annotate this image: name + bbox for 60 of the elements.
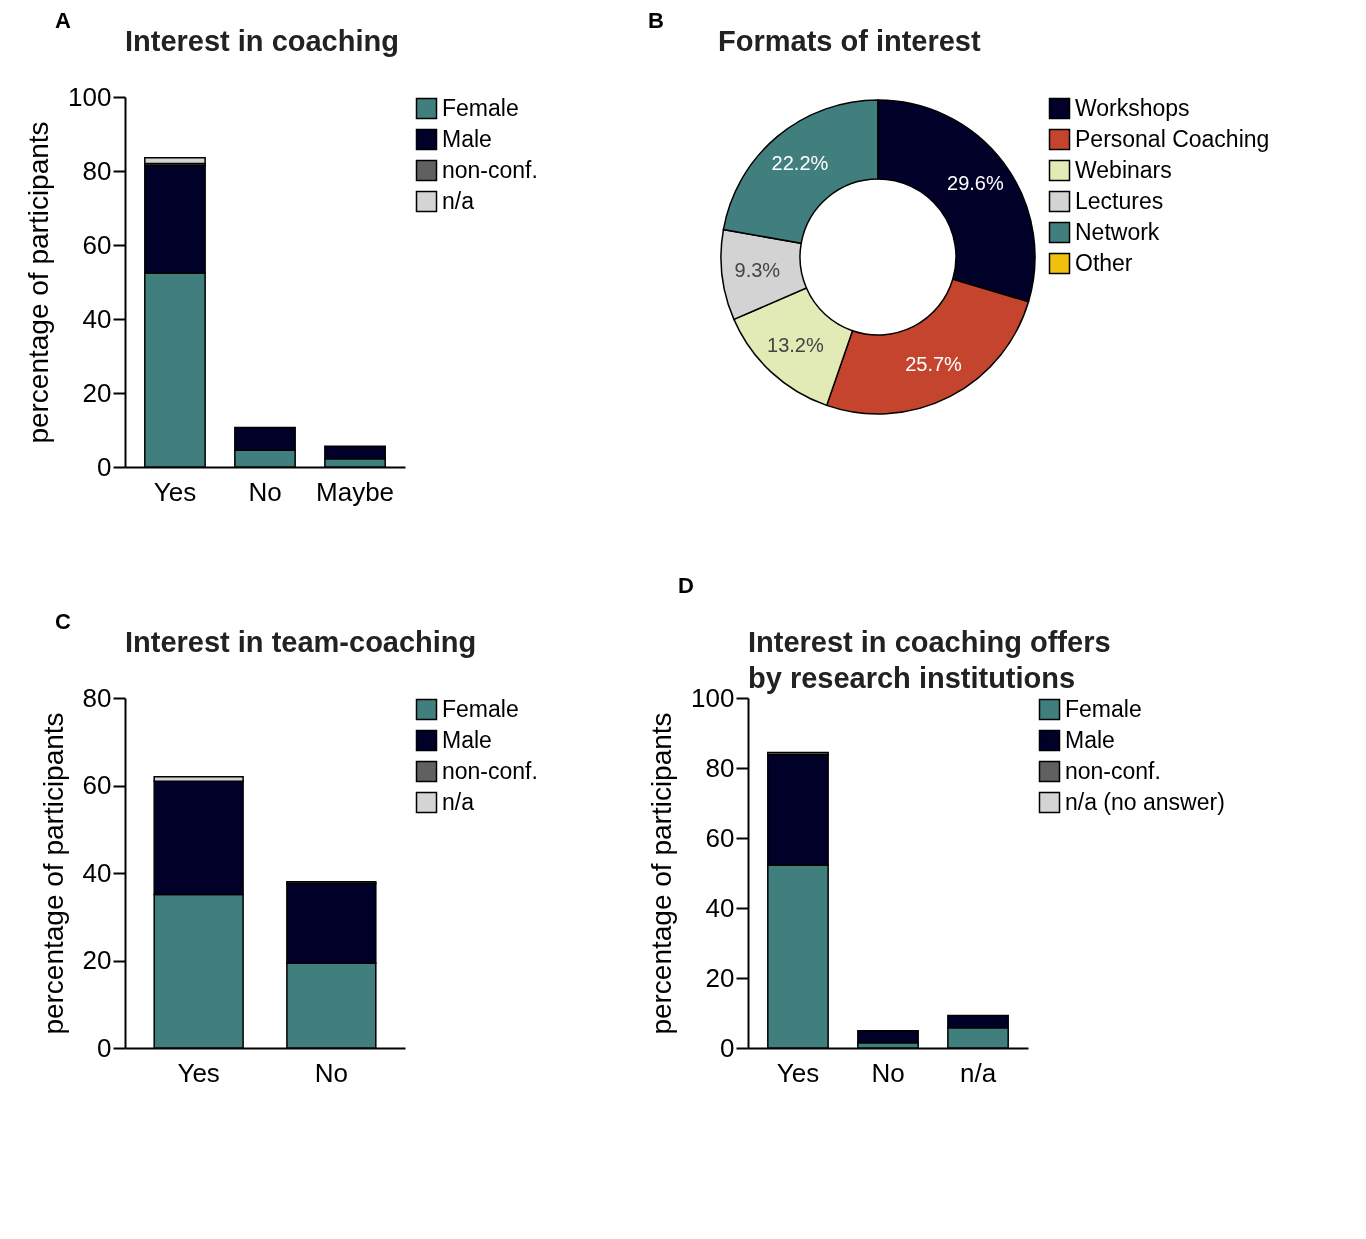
text: B: [648, 8, 664, 33]
legend-label: Male: [1065, 726, 1115, 753]
legend-label: n/a: [442, 788, 475, 815]
text: A: [55, 8, 71, 33]
y-tick-label: 20: [82, 945, 112, 975]
legend-label: n/a (no answer): [1065, 788, 1225, 815]
legend-label: Other: [1075, 249, 1133, 276]
y-tick-label: 60: [82, 229, 112, 260]
y-axis-title: percentage of participants: [37, 712, 69, 1035]
x-tick-label: Yes: [776, 1057, 820, 1088]
y-axis-title: percentage of participants: [646, 712, 678, 1035]
legend-label: Network: [1075, 218, 1160, 245]
legend-label: Lectures: [1075, 187, 1164, 214]
y-tick-label: 80: [82, 682, 112, 713]
chart-title: Formats of interest: [718, 25, 981, 57]
y-tick-label: 60: [705, 822, 735, 853]
legend-label: Male: [442, 125, 492, 152]
data-label: 9.3%: [734, 259, 781, 282]
y-tick-label: 80: [705, 752, 735, 783]
x-tick-label: Yes: [153, 476, 197, 507]
chart-title: Interest in coaching: [125, 25, 399, 57]
y-tick-label: 0: [97, 451, 112, 482]
y-tick-label: 0: [97, 1032, 112, 1063]
data-label: 22.2%: [771, 151, 829, 174]
text: D: [678, 573, 694, 598]
text: C: [55, 609, 71, 634]
y-axis-title: percentage of participants: [23, 121, 55, 444]
legend-label: non-conf.: [1065, 757, 1161, 784]
chart-title: Interest in coaching offers by research institutions: [748, 626, 1111, 694]
legend-label: Webinars: [1075, 156, 1172, 183]
y-tick-label: 20: [82, 377, 112, 408]
legend-label: n/a: [442, 187, 475, 214]
y-tick-label: 40: [705, 892, 735, 923]
x-tick-label: Maybe: [316, 476, 395, 507]
x-tick-label: No: [314, 1057, 348, 1088]
legend-label: non-conf.: [442, 757, 538, 784]
y-tick-label: 40: [82, 303, 112, 334]
legend-label: Female: [442, 695, 519, 722]
chart-title: Interest in team-coaching: [125, 626, 477, 658]
y-tick-label: 0: [720, 1032, 735, 1063]
y-tick-label: 80: [82, 155, 112, 186]
legend-label: Workshops: [1075, 94, 1190, 121]
legend-label: Personal Coaching: [1075, 125, 1270, 152]
x-tick-label: n/a: [959, 1057, 997, 1088]
legend-label: non-conf.: [442, 156, 538, 183]
y-tick-label: 40: [82, 857, 112, 888]
legend-label: Female: [1065, 695, 1142, 722]
y-tick-label: 60: [82, 770, 112, 800]
legend-label: Female: [442, 94, 519, 121]
data-label: 13.2%: [767, 334, 824, 357]
legend-label: Male: [442, 726, 492, 753]
x-tick-label: No: [248, 476, 282, 507]
data-label: 29.6%: [947, 172, 1004, 195]
y-tick-label: 100: [691, 682, 735, 713]
data-label: 25.7%: [905, 353, 963, 376]
x-tick-label: No: [871, 1057, 905, 1088]
y-tick-label: 100: [68, 81, 112, 112]
bar: [144, 156, 206, 165]
x-tick-label: Yes: [177, 1057, 220, 1088]
y-tick-label: 20: [705, 962, 735, 993]
